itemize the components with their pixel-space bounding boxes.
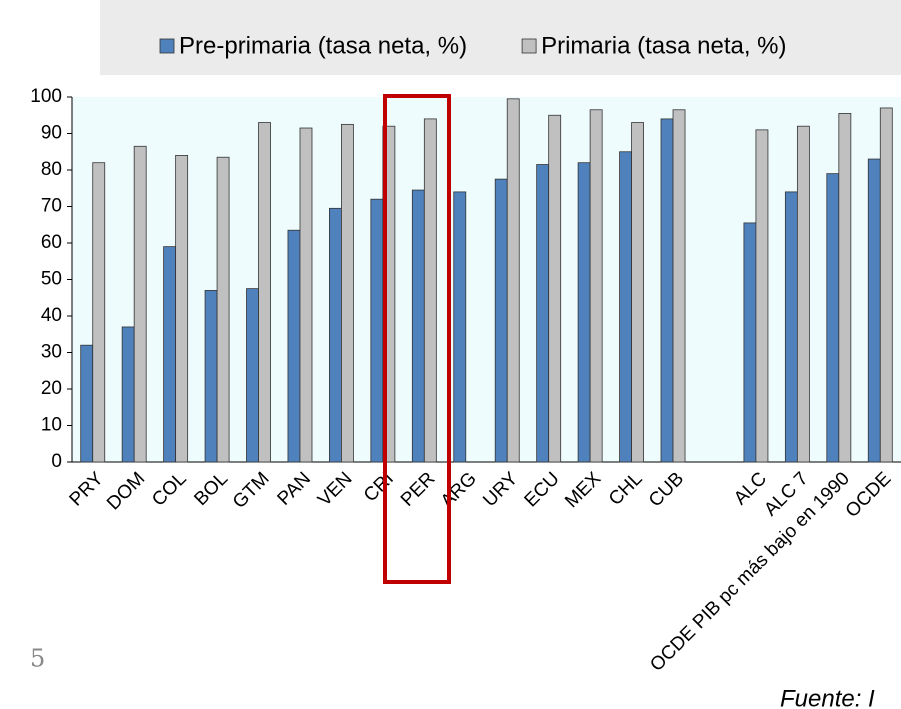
- x-tick-label: PAN: [274, 468, 315, 509]
- x-tick-label: GTM: [229, 468, 274, 513]
- y-tick-label: 30: [41, 342, 62, 363]
- legend-label: Pre-primaria (tasa neta, %): [179, 32, 467, 59]
- legend-background: [100, 0, 901, 75]
- bar: [133, 145, 147, 463]
- bar: [329, 207, 342, 463]
- bar: [826, 173, 840, 463]
- plot-background: [72, 97, 901, 462]
- bar: [838, 113, 852, 463]
- legend-swatch: [521, 38, 537, 54]
- bar: [370, 198, 384, 463]
- bar: [494, 178, 508, 463]
- y-tick-label: 60: [41, 232, 62, 253]
- x-tick-label: VEN: [314, 468, 356, 510]
- bar: [411, 189, 425, 463]
- bar: [796, 125, 810, 463]
- x-tick-label: CRI: [360, 468, 398, 506]
- bar: [216, 156, 230, 463]
- x-tick-label: URY: [479, 468, 522, 511]
- bar: [204, 290, 218, 463]
- x-tick-label: PRY: [66, 468, 108, 510]
- bar: [175, 154, 189, 463]
- legend-label: Primaria (tasa neta, %): [541, 32, 786, 59]
- y-tick-label: 90: [41, 123, 62, 144]
- bar: [660, 118, 674, 463]
- bar: [867, 158, 881, 463]
- x-tick-label: DOM: [103, 468, 149, 514]
- bar: [879, 107, 893, 463]
- bar: [423, 118, 437, 463]
- bar: [506, 98, 520, 463]
- footer: Fuente: I: [780, 685, 875, 709]
- y-tick-label: 50: [41, 269, 62, 290]
- page-number: 5: [30, 645, 45, 673]
- x-tick-label: MEX: [561, 468, 605, 512]
- bar: [784, 191, 798, 463]
- bar: [92, 162, 106, 463]
- bar: [163, 246, 177, 463]
- bar: [589, 109, 603, 463]
- y-tick-label: 100: [30, 86, 62, 107]
- bar: [577, 162, 591, 463]
- x-tick-label: OCDE: [842, 468, 896, 522]
- x-tick-label: ECU: [521, 468, 564, 511]
- bar: [246, 288, 259, 463]
- x-tick-label: CUB: [645, 468, 688, 511]
- x-tick-label: ARG: [437, 468, 481, 512]
- x-tick-label: PER: [397, 468, 439, 510]
- x-tick-label: COL: [148, 468, 190, 510]
- bar: [258, 122, 271, 463]
- y-tick-label: 10: [41, 415, 62, 436]
- y-tick-label: 80: [41, 159, 62, 180]
- y-tick-label: 0: [51, 451, 62, 472]
- bar: [619, 151, 632, 463]
- x-tick-label: BOL: [190, 468, 232, 510]
- bar: [672, 109, 686, 463]
- bar: [453, 191, 467, 463]
- highlight-box: [383, 94, 451, 584]
- bar: [755, 129, 769, 463]
- bar: [743, 222, 757, 463]
- bar: [299, 127, 313, 463]
- x-tick-label: CHL: [605, 468, 647, 510]
- legend-swatch: [159, 38, 175, 54]
- bar: [536, 164, 550, 463]
- bar: [631, 122, 644, 463]
- bar: [548, 114, 562, 463]
- bar: [80, 344, 94, 463]
- bar: [121, 326, 135, 463]
- y-tick-label: 20: [41, 378, 62, 399]
- bar: [287, 229, 301, 463]
- y-tick-label: 40: [41, 305, 62, 326]
- bar: [341, 123, 354, 463]
- y-tick-label: 70: [41, 196, 62, 217]
